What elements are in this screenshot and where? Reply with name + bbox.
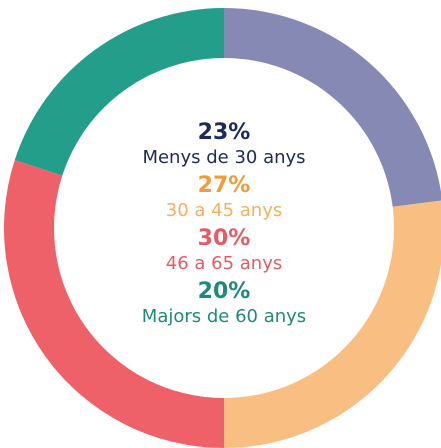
- category-label: 30 a 45 anys: [166, 200, 282, 221]
- category-label: 46 a 65 anys: [166, 253, 282, 274]
- value-label: 23%: [198, 120, 251, 145]
- category-label: Majors de 60 anys: [142, 306, 306, 327]
- donut-segment: [3, 160, 225, 448]
- category-label: Menys de 30 anys: [142, 147, 305, 168]
- donut-segment: [224, 200, 441, 448]
- donut-segment: [224, 8, 441, 207]
- value-label: 20%: [198, 279, 251, 304]
- value-label: 27%: [198, 173, 251, 198]
- value-label: 30%: [198, 226, 251, 251]
- donut-segment: [14, 8, 225, 176]
